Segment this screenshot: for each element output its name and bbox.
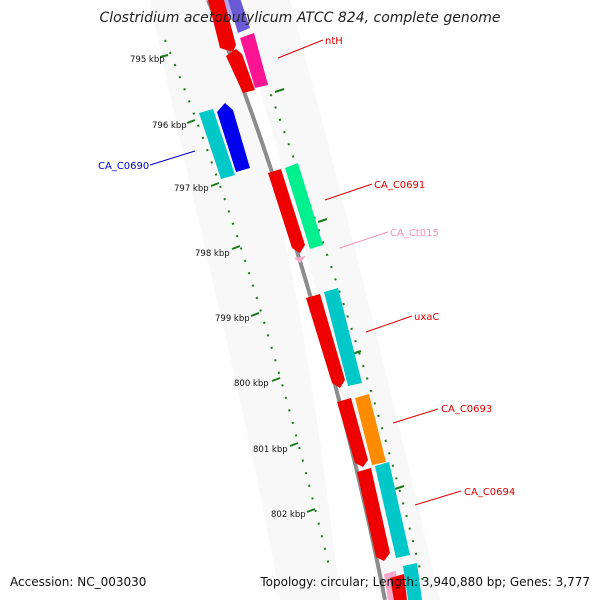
gene-feature-red[interactable] (390, 574, 407, 600)
gene-feature-red[interactable] (268, 169, 305, 253)
gene-feature-red[interactable] (226, 49, 255, 93)
gene-feature-cyan[interactable] (403, 563, 422, 600)
kbp-tick-mark (231, 245, 241, 250)
gene-feature-cyan[interactable] (375, 462, 410, 558)
map-title: Clostridium acetobutylicum ATCC 824, com… (99, 10, 500, 26)
kbp-tick-mark (317, 218, 328, 223)
gene-feature-cyan[interactable] (324, 288, 362, 386)
kbp-tick-mark (250, 312, 260, 317)
gene-feature-purple[interactable] (228, 0, 250, 33)
gene-feature-red[interactable] (306, 294, 345, 388)
gene-label[interactable]: CA_C0691 (374, 180, 425, 191)
gene-feature-orange[interactable] (355, 394, 386, 465)
label-connector (324, 183, 373, 201)
genome-summary-text: Topology: circular; Length: 3,940,880 bp… (259, 575, 590, 589)
gene-feature-spring-green[interactable] (285, 163, 323, 249)
gene-label[interactable]: CA_C0693 (441, 404, 492, 415)
label-connector (149, 150, 196, 166)
track-band-left (150, 0, 340, 600)
kbp-label: 802 kbp (271, 510, 306, 520)
label-connector (365, 315, 413, 333)
accession-text: Accession: NC_003030 (10, 575, 146, 589)
kbp-label: 797 kbp (174, 184, 209, 194)
kbp-label: 799 kbp (215, 314, 250, 324)
gene-label[interactable]: CA_C0694 (464, 487, 515, 498)
label-connector (414, 490, 462, 506)
kbp-tick-mark (210, 182, 220, 187)
kbp-label: 800 kbp (234, 379, 269, 389)
label-connector (339, 231, 389, 249)
kbp-label: 796 kbp (152, 121, 187, 131)
kbp-tick-mark (159, 54, 169, 58)
kbp-tick-mark (394, 485, 405, 490)
gene-label[interactable]: uxaC (414, 312, 439, 323)
gene-label[interactable]: ntH (325, 36, 343, 47)
label-connector (392, 408, 439, 424)
label-connector (277, 39, 324, 59)
gene-label[interactable]: CA_Ct015 (390, 228, 439, 239)
gene-feature-magenta[interactable] (240, 33, 268, 88)
tick-rail-inner (164, 39, 331, 571)
kbp-label: 795 kbp (130, 55, 165, 65)
gene-feature-red[interactable] (357, 468, 390, 561)
kbp-tick-mark (271, 377, 281, 382)
kbp-label: 798 kbp (195, 249, 230, 259)
gene-label[interactable]: CA_C0690 (98, 161, 149, 172)
gene-feature-red[interactable] (337, 398, 368, 467)
trna-feature[interactable] (294, 256, 306, 263)
kbp-label: 801 kbp (253, 445, 288, 455)
kbp-tick-mark (306, 508, 316, 513)
kbp-tick-mark (289, 442, 299, 447)
gene-feature-red[interactable] (208, 0, 236, 52)
gene-feature-cyan[interactable] (199, 109, 235, 179)
kbp-tick-mark (274, 88, 285, 93)
gene-feature-blue[interactable] (217, 103, 250, 172)
kbp-tick-mark (186, 119, 196, 124)
